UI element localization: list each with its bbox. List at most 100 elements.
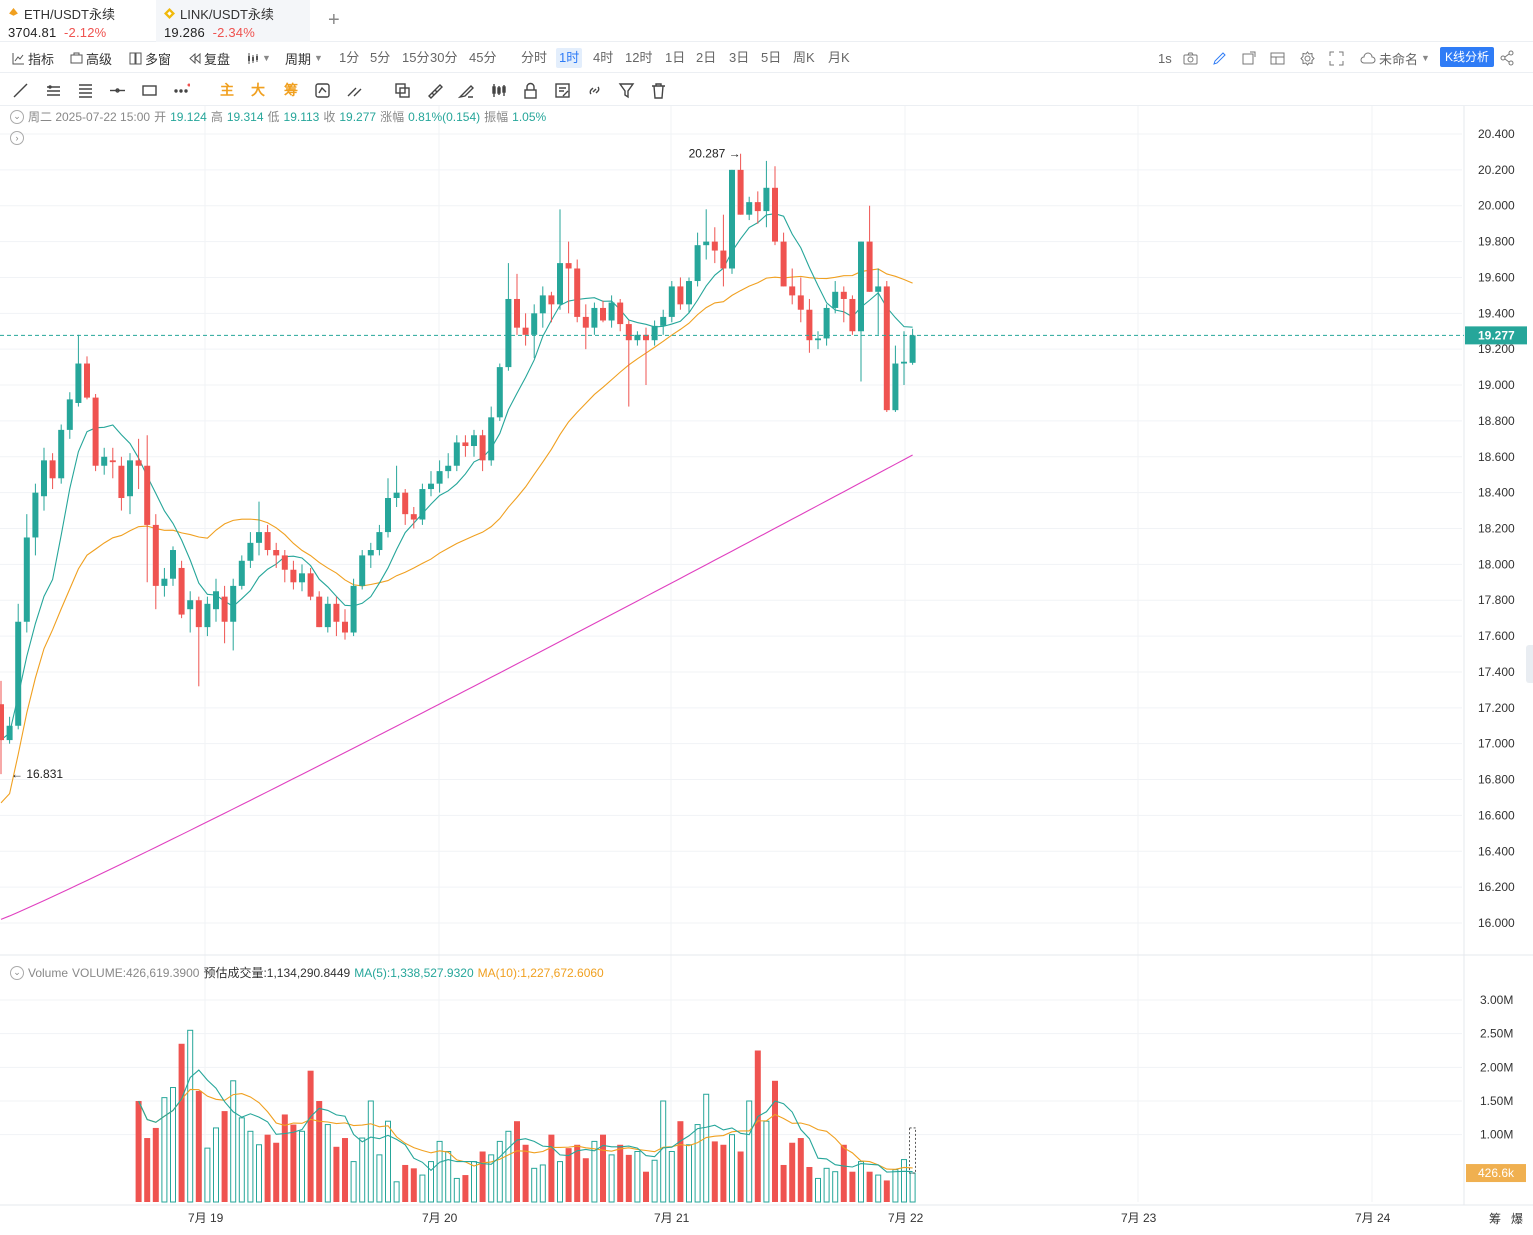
volume-bar [342,1138,348,1202]
main-indicator-toggle[interactable]: 主 [220,82,234,98]
template-button[interactable] [1270,48,1285,68]
volume-bar [488,1154,495,1203]
filter-tool[interactable] [616,80,636,100]
horizontal-line-icon [109,87,125,93]
sync-tool[interactable] [312,80,332,100]
advanced-label: 高级 [86,51,113,67]
chart-type-dropdown[interactable]: ▼ [246,48,271,68]
candle-body [574,268,581,317]
trend-line-tool[interactable] [10,80,30,100]
advanced-button[interactable]: 高级 [70,48,112,68]
candle-style-tool[interactable] [488,80,508,100]
period-13[interactable]: 周K [793,50,815,65]
large-order-toggle[interactable]: 大 [251,82,265,98]
price-tick-label: 18.000 [1478,557,1515,571]
volume-bar [892,1169,899,1203]
side-panel-handle[interactable] [1526,645,1533,683]
candle-body [299,573,305,583]
period-7[interactable]: 4时 [593,50,614,65]
magnet-tool[interactable] [344,80,364,100]
multi-window-button[interactable]: 多窗 [129,48,171,68]
camera-icon [1183,52,1198,64]
period-5[interactable]: 分时 [521,50,548,65]
volume-bar [256,1144,262,1203]
candle-body [23,537,30,622]
settings-button[interactable] [1300,48,1315,68]
tab-link-usdt[interactable]: LINK/USDT永续 19.286 -2.34% [156,0,310,42]
popout-button[interactable] [1241,48,1256,68]
candle-body [428,483,434,490]
period-4[interactable]: 45分 [469,50,497,65]
candle-body [901,361,907,364]
brush-tool[interactable] [456,80,476,100]
chips-toggle[interactable]: 筹 [284,82,298,98]
volume-bar [324,1124,331,1203]
period-11[interactable]: 3日 [729,50,750,65]
ruler-tool[interactable] [424,80,444,100]
replay-button[interactable]: 复盘 [188,48,230,68]
indicator-button[interactable]: 指标 [12,48,54,68]
estimated-volume-bar [909,1127,916,1174]
candle-body [32,492,39,538]
candle-body [531,313,538,335]
link-tool[interactable] [584,80,604,100]
date-tick-label: 7月 21 [654,1211,690,1225]
candle-body [58,429,65,479]
liquidation-corner-label[interactable]: 爆 [1511,1212,1524,1226]
period-6[interactable]: 1时 [556,48,583,68]
candle-date: 周二 2025-07-22 15:00 [28,110,151,124]
period-12[interactable]: 5日 [761,50,782,65]
rectangle-tool[interactable] [139,80,159,100]
k-analysis-button[interactable]: K线分析 [1440,47,1495,67]
period-2[interactable]: 15分 [402,50,430,65]
candle-body [514,298,520,328]
screenshot-button[interactable] [1183,48,1198,68]
volume-bar [832,1171,839,1203]
fullscreen-button[interactable] [1329,48,1344,68]
period-14[interactable]: 月K [828,50,850,65]
period-1[interactable]: 5分 [370,50,391,65]
high-marker: 20.287 → [689,147,741,161]
period-3[interactable]: 30分 [430,50,458,65]
period-8[interactable]: 12时 [625,50,653,65]
expand-indicators[interactable]: › [10,128,24,146]
volume-bar [754,1050,761,1202]
copy-tool[interactable] [392,80,412,100]
lock-tool[interactable] [520,80,540,100]
chart-toolbar: 指标 高级 多窗 复盘 ▼ 周期 ▼ 1分 5分 15分 30分 45分 分时 1时 4时 12… [0,42,1533,73]
volume-bar [763,1120,770,1203]
share-button[interactable] [1499,48,1515,68]
volume-bar [608,1154,615,1203]
measure-icon [347,87,361,96]
add-tab-button[interactable]: + [328,9,340,31]
more-tools[interactable] [171,80,191,100]
horizontal-line-tool[interactable] [107,80,127,100]
collapse-icon[interactable]: ⌄ [10,109,24,124]
refresh-interval[interactable]: 1s [1158,48,1172,68]
cloud-icon [1360,52,1376,64]
price-tick-label: 18.400 [1478,486,1515,500]
volume-bar [204,1147,211,1203]
chevron-down-icon: ▼ [1421,53,1430,63]
volume-bar [230,1080,237,1203]
delete-tool[interactable] [648,80,668,100]
period-9[interactable]: 1日 [665,50,686,65]
parallel-channel-tool[interactable] [43,80,63,100]
chips-corner-label[interactable]: 筹 [1489,1212,1502,1226]
note-tool[interactable] [552,80,572,100]
period-dropdown[interactable]: 周期 ▼ [285,48,323,68]
period-10[interactable]: 2日 [696,50,717,65]
layout-name-dropdown[interactable]: 未命名 ▼ [1360,48,1430,68]
draw-button[interactable] [1212,48,1227,68]
collapse-icon[interactable]: ⌄ [10,965,24,980]
period-0[interactable]: 1分 [339,50,360,65]
fib-tool[interactable] [75,80,95,100]
volume-bar [823,1167,830,1203]
volume-bar [281,1114,288,1202]
candle-body [316,596,323,628]
tab-eth-usdt[interactable]: ETH/USDT永续 3704.81 -2.12% [0,0,155,42]
candle-body [591,307,598,328]
candle-body [238,560,245,586]
candle-body [15,621,22,726]
